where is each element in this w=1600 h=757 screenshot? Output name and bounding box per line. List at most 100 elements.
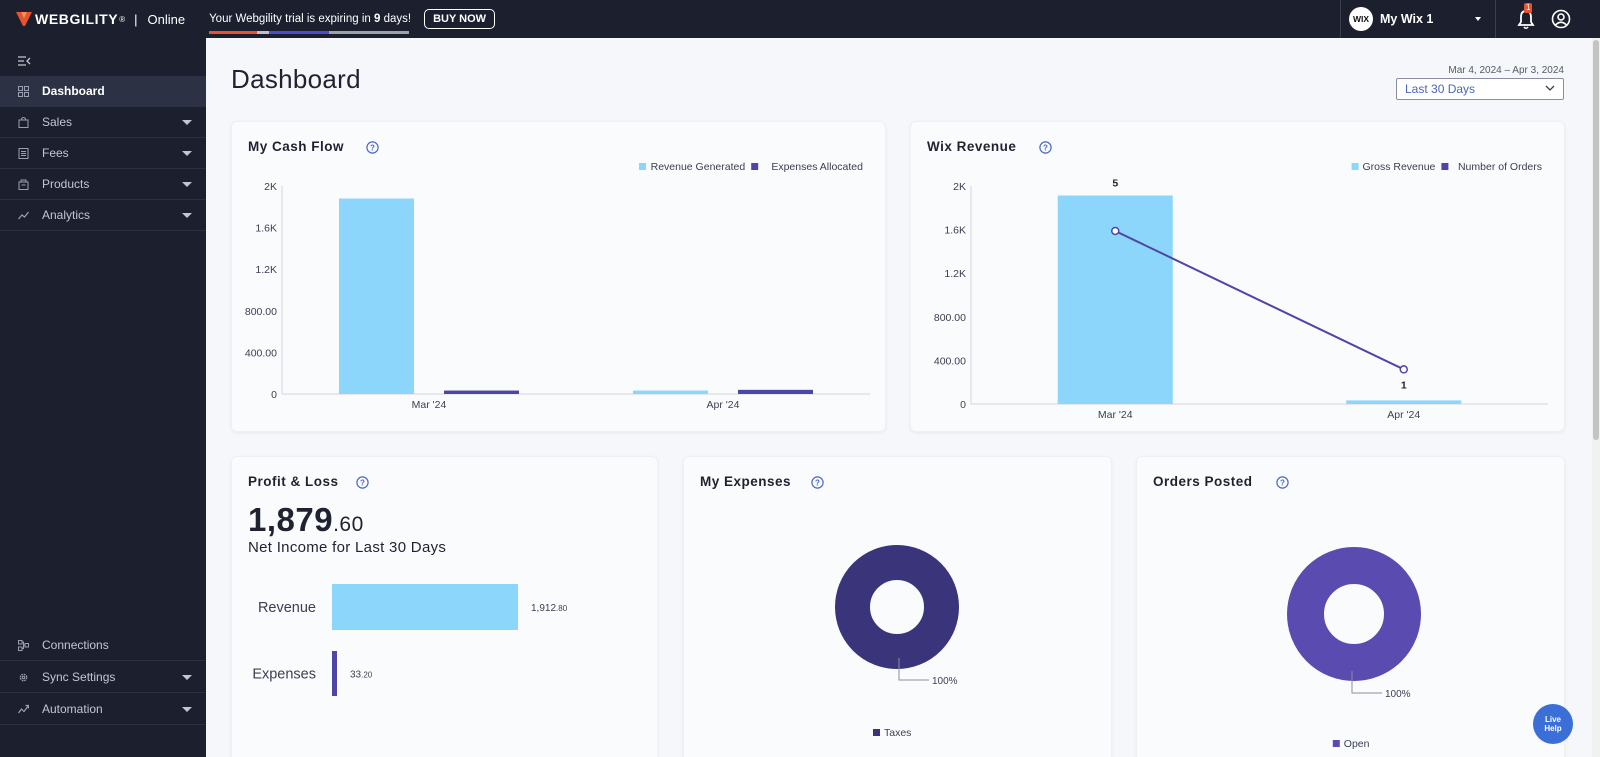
x-tick-label: Mar '24 bbox=[1098, 409, 1133, 421]
bar bbox=[332, 651, 337, 696]
sidebar-item-label: Dashboard bbox=[42, 84, 105, 98]
sidebar-item-label: Analytics bbox=[42, 208, 91, 222]
legend-swatch bbox=[873, 729, 880, 736]
bar bbox=[738, 389, 813, 394]
chevron-down-icon bbox=[1545, 85, 1555, 91]
card-title: My Expenses bbox=[700, 474, 792, 489]
top-bar: WEBGILITY ® | Online Your Webgility tria… bbox=[0, 0, 1600, 38]
help-icon[interactable]: ? bbox=[366, 141, 379, 154]
orders-line bbox=[1114, 230, 1405, 371]
trial-text-suffix: days! bbox=[380, 13, 412, 25]
bag-icon bbox=[18, 116, 29, 128]
sidebar-item-dashboard[interactable]: Dashboard bbox=[0, 76, 206, 107]
date-range-select[interactable]: Last 30 Days bbox=[1396, 78, 1564, 100]
bar bbox=[332, 584, 518, 630]
pie-slice bbox=[835, 545, 959, 669]
net-income-whole: 1,879 bbox=[248, 501, 334, 538]
help-icon[interactable]: ? bbox=[1039, 141, 1052, 154]
help-icon[interactable]: ? bbox=[356, 476, 369, 489]
sidebar-item-sales[interactable]: Sales bbox=[0, 107, 206, 138]
line-point bbox=[1111, 226, 1120, 236]
svg-text:?: ? bbox=[1280, 479, 1285, 488]
bar bbox=[633, 390, 708, 394]
data-label: 1,912.80 bbox=[531, 603, 568, 614]
data-label: 33.20 bbox=[350, 670, 373, 681]
profit-loss-chart: Revenue 1,912.80 Expenses 33.20 bbox=[252, 584, 568, 696]
trial-progress-bar bbox=[209, 31, 410, 34]
box-icon bbox=[18, 179, 29, 190]
x-tick-label: Mar '24 bbox=[412, 399, 447, 411]
sidebar-item-products[interactable]: Products bbox=[0, 169, 206, 200]
brand-name: WEBGILITY bbox=[35, 11, 119, 27]
legend-swatch bbox=[639, 163, 646, 170]
svg-text:?: ? bbox=[360, 479, 365, 488]
scrollbar-thumb[interactable] bbox=[1593, 40, 1599, 440]
help-icon[interactable]: ? bbox=[1276, 476, 1289, 489]
y-tick-label: 400.00 bbox=[934, 355, 966, 367]
collapse-menu-icon[interactable] bbox=[17, 55, 31, 67]
user-profile-icon[interactable] bbox=[1551, 9, 1571, 29]
legend-label: Taxes bbox=[884, 727, 911, 739]
account-switcher[interactable]: WIX My Wix 1 bbox=[1340, 0, 1496, 38]
y-tick-label: 2K bbox=[264, 181, 277, 193]
y-tick-label: 800.00 bbox=[934, 312, 966, 324]
data-label: 1 bbox=[1401, 379, 1407, 391]
pie-leader-line bbox=[1351, 671, 1382, 694]
connections-icon bbox=[18, 639, 29, 651]
y-tick-label: 400.00 bbox=[245, 347, 277, 359]
live-help-button[interactable]: Live Help bbox=[1533, 704, 1573, 744]
sidebar-item-label: Connections bbox=[42, 638, 109, 652]
brand-registered-mark: ® bbox=[119, 14, 126, 24]
sidebar-item-sync-settings[interactable]: Sync Settings bbox=[0, 662, 206, 693]
svg-text:?: ? bbox=[370, 144, 375, 153]
y-tick-label: 800.00 bbox=[245, 306, 277, 318]
card-title: My Cash Flow bbox=[248, 139, 345, 154]
sidebar-item-automation[interactable]: Automation bbox=[0, 694, 206, 725]
net-income-subtitle: Net Income for Last 30 Days bbox=[248, 539, 447, 556]
trial-text-prefix: Your Webgility trial is expiring in bbox=[209, 13, 374, 25]
sidebar-item-label: Fees bbox=[42, 146, 69, 160]
legend-swatch bbox=[751, 163, 759, 170]
y-tick-label: 0 bbox=[271, 389, 277, 401]
y-tick-label: 0 bbox=[960, 399, 966, 411]
sidebar-item-label: Sync Settings bbox=[42, 670, 116, 684]
y-tick-label: 1.2K bbox=[944, 268, 966, 280]
wix-store-badge: WIX bbox=[1349, 7, 1373, 31]
my-expenses-card: My Expenses ? 100% Taxes bbox=[683, 456, 1112, 757]
automation-icon bbox=[18, 704, 29, 713]
date-range-label: Mar 4, 2024 – Apr 3, 2024 bbox=[1448, 65, 1564, 76]
sidebar-item-connections[interactable]: Connections bbox=[0, 630, 206, 661]
caret-down-icon bbox=[182, 213, 192, 218]
help-icon[interactable]: ? bbox=[811, 476, 824, 489]
svg-text:?: ? bbox=[815, 479, 820, 488]
sidebar-item-analytics[interactable]: Analytics bbox=[0, 200, 206, 231]
bar-category-label: Expenses bbox=[252, 667, 316, 683]
line-point bbox=[1399, 365, 1408, 374]
buy-now-button[interactable]: BUY NOW bbox=[424, 9, 496, 29]
y-tick-label: 2K bbox=[953, 181, 966, 193]
sidebar-item-fees[interactable]: Fees bbox=[0, 138, 206, 169]
caret-down-icon bbox=[182, 675, 192, 680]
data-label: 5 bbox=[1112, 178, 1118, 190]
cash-flow-card: My Cash Flow ? Expenses Allocated Revenue… bbox=[231, 121, 886, 432]
receipt-icon bbox=[18, 147, 29, 159]
caret-down-icon bbox=[182, 151, 192, 156]
legend-label: Number of Orders bbox=[1458, 161, 1542, 173]
pie-slice-label: 100% bbox=[932, 676, 958, 687]
bar bbox=[1346, 400, 1462, 404]
legend-swatch bbox=[1441, 163, 1449, 170]
cash-flow-chart: Expenses Allocated Revenue Generated 0 400.… bbox=[245, 161, 870, 411]
profit-loss-card: Profit & Loss ? 1,879.60 Net Income for … bbox=[231, 456, 658, 757]
legend-swatch bbox=[1351, 163, 1359, 170]
notification-badge: 1 bbox=[1524, 3, 1533, 13]
trend-icon bbox=[18, 211, 29, 219]
y-tick-label: 1.6K bbox=[944, 225, 966, 237]
trial-days: 9 bbox=[373, 13, 381, 25]
brand-logo[interactable]: WEBGILITY ® | Online bbox=[16, 11, 185, 27]
x-tick-label: Apr '24 bbox=[1387, 409, 1420, 421]
y-tick-label: 1.2K bbox=[255, 264, 277, 276]
net-income-cents: .60 bbox=[333, 513, 364, 536]
wix-revenue-chart: Number of Orders Gross Revenue 0 400.00 800.… bbox=[934, 161, 1548, 421]
svg-text:?: ? bbox=[1043, 144, 1048, 153]
legend-label: Open bbox=[1344, 738, 1370, 750]
